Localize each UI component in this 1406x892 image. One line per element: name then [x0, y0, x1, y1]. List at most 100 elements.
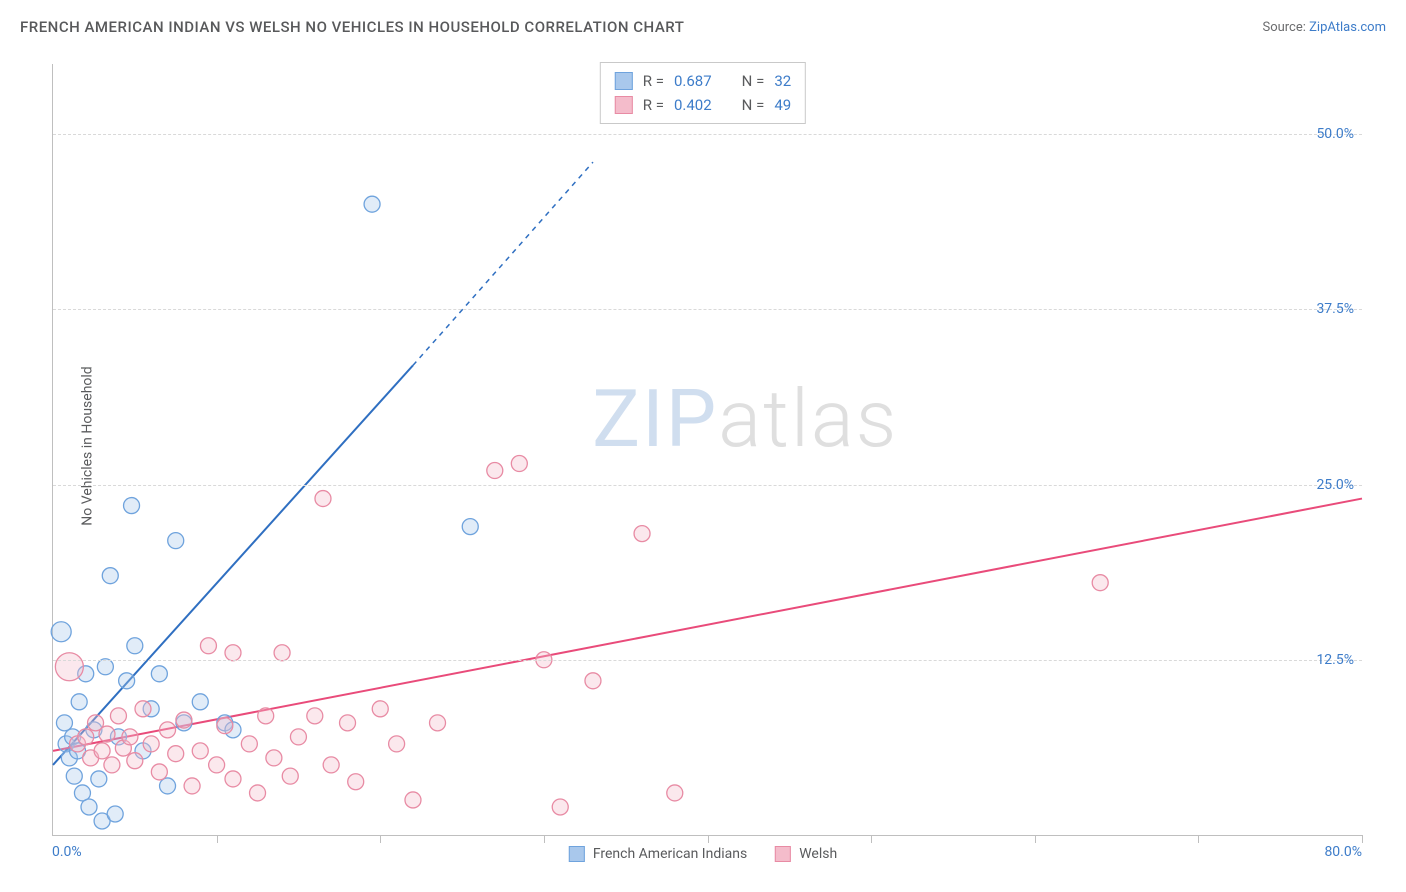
data-point	[124, 498, 140, 514]
source-link[interactable]: ZipAtlas.com	[1309, 20, 1386, 35]
source-attribution: Source: ZipAtlas.com	[1262, 20, 1386, 35]
data-point	[160, 778, 176, 794]
stat-n-value: 32	[774, 69, 791, 93]
data-point	[160, 722, 176, 738]
data-point	[225, 771, 241, 787]
gridline	[53, 309, 1362, 310]
plot-svg	[53, 64, 1362, 835]
data-point	[151, 764, 167, 780]
data-point	[225, 645, 241, 661]
data-point	[315, 491, 331, 507]
data-point	[217, 718, 233, 734]
data-point	[151, 666, 167, 682]
data-point	[127, 638, 143, 654]
data-point	[168, 533, 184, 549]
data-point	[107, 806, 123, 822]
data-point	[176, 712, 192, 728]
stat-r-label: R =	[643, 69, 664, 93]
stat-n-value: 49	[774, 93, 791, 117]
legend-label: Welsh	[799, 846, 837, 862]
data-point	[323, 757, 339, 773]
data-point	[127, 753, 143, 769]
x-tick	[217, 835, 218, 843]
data-point	[585, 673, 601, 689]
data-point	[143, 736, 159, 752]
legend-swatch	[569, 846, 585, 862]
data-point	[71, 694, 87, 710]
x-tick	[1362, 835, 1363, 843]
data-point	[405, 792, 421, 808]
data-point	[282, 768, 298, 784]
series-swatch	[615, 72, 633, 90]
y-tick-label: 50.0%	[1316, 126, 1354, 142]
stats-row: R =0.687N =32	[615, 69, 791, 93]
data-point	[200, 638, 216, 654]
series-swatch	[615, 96, 633, 114]
data-point	[168, 746, 184, 762]
data-point	[184, 778, 200, 794]
data-point	[290, 729, 306, 745]
data-point	[209, 757, 225, 773]
x-tick	[1198, 835, 1199, 843]
data-point	[102, 568, 118, 584]
legend-bottom: French American Indians Welsh	[569, 846, 837, 862]
data-point	[274, 645, 290, 661]
correlation-chart: FRENCH AMERICAN INDIAN VS WELSH NO VEHIC…	[0, 0, 1406, 892]
data-point	[55, 653, 83, 681]
stats-legend-box: R =0.687N =32R =0.402N =49	[600, 62, 806, 124]
data-point	[91, 771, 107, 787]
data-point	[110, 708, 126, 724]
data-point	[258, 708, 274, 724]
data-point	[104, 757, 120, 773]
data-point	[430, 715, 446, 731]
legend-item: French American Indians	[569, 846, 747, 862]
x-tick	[1035, 835, 1036, 843]
data-point	[56, 715, 72, 731]
data-point	[307, 708, 323, 724]
data-point	[135, 701, 151, 717]
source-prefix: Source:	[1262, 20, 1309, 35]
data-point	[66, 768, 82, 784]
data-point	[1092, 575, 1108, 591]
y-tick-label: 12.5%	[1316, 652, 1354, 668]
data-point	[511, 456, 527, 472]
data-point	[119, 673, 135, 689]
stat-r-label: R =	[643, 93, 664, 117]
x-tick	[544, 835, 545, 843]
trend-line-dashed	[413, 162, 593, 365]
data-point	[51, 622, 71, 642]
data-point	[250, 785, 266, 801]
data-point	[634, 526, 650, 542]
legend-label: French American Indians	[593, 846, 747, 862]
data-point	[81, 799, 97, 815]
data-point	[389, 736, 405, 752]
data-point	[552, 799, 568, 815]
x-axis-origin-label: 0.0%	[52, 844, 82, 860]
data-point	[340, 715, 356, 731]
data-point	[372, 701, 388, 717]
y-tick-label: 37.5%	[1316, 301, 1354, 317]
data-point	[266, 750, 282, 766]
trend-line	[53, 499, 1362, 751]
gridline	[53, 134, 1362, 135]
chart-title: FRENCH AMERICAN INDIAN VS WELSH NO VEHIC…	[20, 18, 684, 36]
data-point	[241, 736, 257, 752]
x-axis-max-label: 80.0%	[1324, 844, 1362, 860]
legend-item: Welsh	[775, 846, 837, 862]
legend-swatch	[775, 846, 791, 862]
y-tick-label: 25.0%	[1316, 477, 1354, 493]
stat-n-label: N =	[742, 69, 765, 93]
data-point	[462, 519, 478, 535]
gridline	[53, 485, 1362, 486]
data-point	[487, 463, 503, 479]
data-point	[192, 743, 208, 759]
data-point	[78, 729, 94, 745]
data-point	[348, 774, 364, 790]
data-point	[99, 726, 115, 742]
stat-r-value: 0.402	[674, 93, 712, 117]
plot-area	[52, 64, 1362, 836]
data-point	[364, 196, 380, 212]
data-point	[192, 694, 208, 710]
x-tick	[708, 835, 709, 843]
stats-row: R =0.402N =49	[615, 93, 791, 117]
